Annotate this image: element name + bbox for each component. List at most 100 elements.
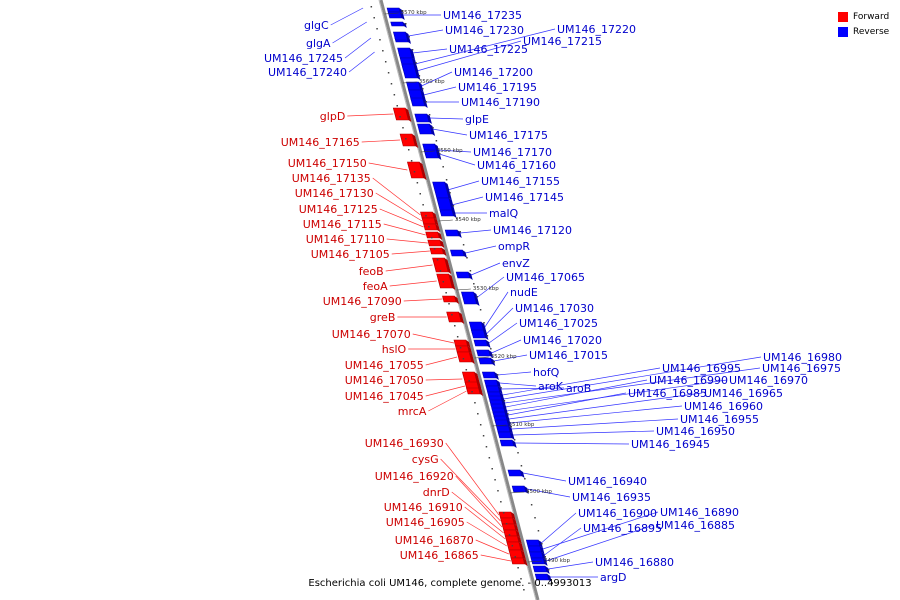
reverse-callout-line xyxy=(503,356,762,400)
reverse-callout-line xyxy=(500,387,565,390)
reverse-gene-label: UM146_16885 xyxy=(656,519,735,532)
reverse-callout-line xyxy=(451,196,484,206)
scale-tick-mark xyxy=(384,12,399,15)
minor-dot xyxy=(415,62,417,64)
minor-dot xyxy=(422,204,424,206)
minor-dot xyxy=(456,218,458,220)
forward-callout-line xyxy=(347,113,394,117)
forward-gene-block xyxy=(466,387,484,396)
minor-dot xyxy=(490,348,492,350)
forward-callout-line xyxy=(403,298,443,302)
reverse-gene-label: UM146_17245 xyxy=(264,52,343,65)
reverse-gene-label: UM146_16880 xyxy=(595,556,674,569)
forward-callout-line xyxy=(389,280,437,287)
reverse-callout-line xyxy=(437,149,472,153)
minor-dot xyxy=(431,237,433,239)
minor-dot xyxy=(520,465,523,467)
forward-gene-label: UM146_16905 xyxy=(386,516,465,529)
reverse-gene-label: UM146_16890 xyxy=(660,506,739,519)
minor-dot xyxy=(508,534,511,536)
reverse-callout-line xyxy=(515,442,630,445)
forward-gene-block xyxy=(500,517,518,526)
reverse-gene-block xyxy=(476,349,494,358)
minor-dot xyxy=(416,182,419,184)
minor-dot xyxy=(523,589,525,591)
scale-ticks: 3570 kbp 3560 kbp 3550 kbp 3540 kbp 3530 kbp… xyxy=(370,6,570,591)
forward-callout-line xyxy=(383,223,426,236)
reverse-gene-label: UM146_17240 xyxy=(268,66,347,79)
minor-dot xyxy=(497,490,499,492)
forward-gene-label: UM146_16920 xyxy=(375,470,454,483)
minor-dot xyxy=(435,140,438,142)
forward-gene-label: UM146_17110 xyxy=(306,233,385,246)
genome-backbone xyxy=(379,0,540,600)
reverse-gene-label: UM146_17120 xyxy=(493,224,572,237)
scale-tick-mark xyxy=(509,491,525,494)
forward-gene-label: cysG xyxy=(412,453,439,466)
reverse-callout-line xyxy=(465,245,497,254)
reverse-gene-label: argD xyxy=(600,571,627,584)
forward-gene-label: UM146_17050 xyxy=(345,374,424,387)
forward-callout-line xyxy=(425,356,458,366)
forward-callout-line xyxy=(445,442,500,516)
reverse-gene-label: UM146_16950 xyxy=(656,425,735,438)
reverse-gene-label: UM146_17145 xyxy=(485,191,564,204)
scale-tick-mark xyxy=(528,560,543,563)
minor-dot xyxy=(486,335,489,337)
minor-dot xyxy=(482,435,485,437)
minor-dot xyxy=(408,36,410,38)
reverse-gene-label: UM146_17225 xyxy=(449,43,528,56)
scale-tick-label: 3510 kbp xyxy=(508,422,534,428)
minor-dot xyxy=(411,49,414,51)
minor-dot xyxy=(396,105,398,107)
reverse-gene-label: UM146_17215 xyxy=(523,35,602,48)
scale-tick-mark xyxy=(402,81,417,84)
legend-reverse: Reverse xyxy=(838,24,889,39)
reverse-gene-block xyxy=(450,249,467,258)
reverse-gene-label: UM146_16985 xyxy=(628,387,707,400)
minor-dot xyxy=(524,478,526,480)
minor-dot xyxy=(491,468,493,470)
reverse-callout-line xyxy=(491,339,522,354)
reverse-gene-label: malQ xyxy=(489,207,519,220)
forward-callout-line xyxy=(425,378,463,381)
minor-dot xyxy=(452,205,455,207)
reverse-gene-block xyxy=(481,371,499,380)
reverse-callout-line xyxy=(542,511,659,550)
reverse-gene-block xyxy=(478,357,496,366)
reverse-gene-block xyxy=(408,89,427,102)
reverse-callout-line xyxy=(502,367,661,396)
forward-gene-label: hslO xyxy=(382,343,407,356)
forward-gene-label: UM146_17125 xyxy=(299,203,378,216)
minor-dot xyxy=(419,193,422,195)
reverse-gene-label: aroK xyxy=(538,380,564,393)
reverse-callout-line xyxy=(545,524,655,562)
reverse-gene-label: UM146_16980 xyxy=(763,351,842,364)
minor-dot xyxy=(527,491,529,493)
reverse-callout-line xyxy=(497,371,532,376)
reverse-gene-label: UM146_17065 xyxy=(506,271,585,284)
reverse-callout-line xyxy=(507,392,627,416)
forward-callout-line xyxy=(475,539,510,555)
forward-gene-block xyxy=(425,231,443,240)
reverse-gene-label: UM146_17195 xyxy=(458,81,537,94)
reverse-callout-line xyxy=(493,354,528,362)
forward-gene-label: UM146_16870 xyxy=(395,534,474,547)
reverse-gene-block xyxy=(423,149,442,160)
reverse-callout-line xyxy=(483,291,509,329)
forward-gene-label: UM146_17090 xyxy=(323,295,402,308)
minor-dot xyxy=(382,50,384,52)
reverse-callout-line xyxy=(544,527,582,556)
minor-dot xyxy=(445,179,448,181)
scale-tick-label: 3540 kbp xyxy=(455,217,481,223)
reverse-gene-block xyxy=(410,97,428,108)
minor-dot xyxy=(530,504,533,506)
reverse-gene-label: glpE xyxy=(465,113,489,126)
minor-dot xyxy=(384,61,387,63)
minor-dot xyxy=(407,149,410,151)
forward-gene-block xyxy=(510,557,528,566)
minor-dot xyxy=(425,101,427,103)
reverse-gene-label: UM146_16955 xyxy=(680,413,759,426)
reverse-gene-label: UM146_17220 xyxy=(557,23,636,36)
